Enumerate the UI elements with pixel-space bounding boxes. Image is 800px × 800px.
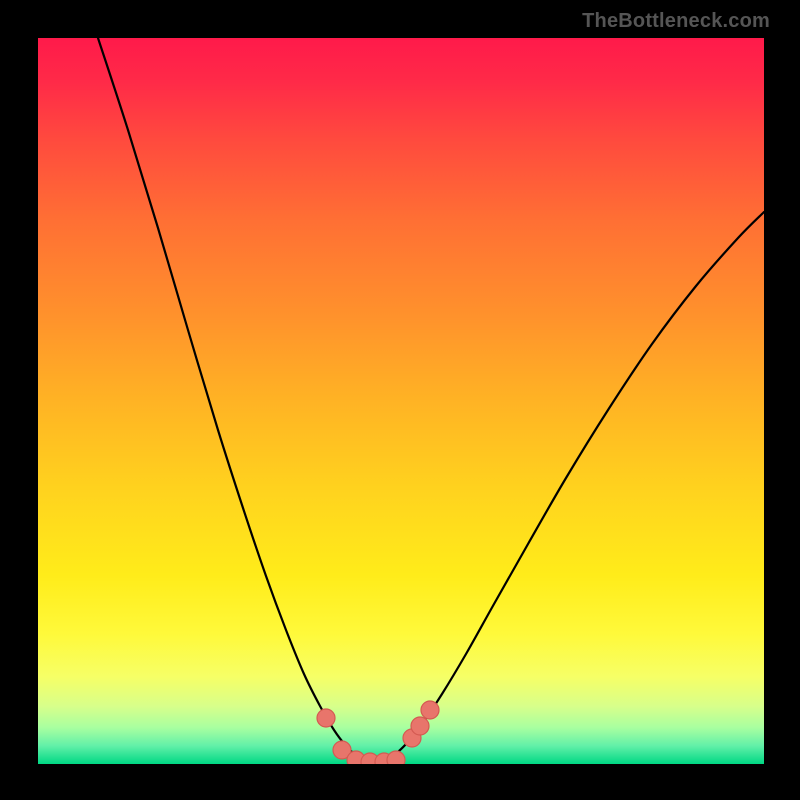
watermark-text: TheBottleneck.com [582,10,770,33]
background-gradient [38,38,764,764]
chart-stage: TheBottleneck.com [0,0,800,800]
plot-area [38,38,764,764]
